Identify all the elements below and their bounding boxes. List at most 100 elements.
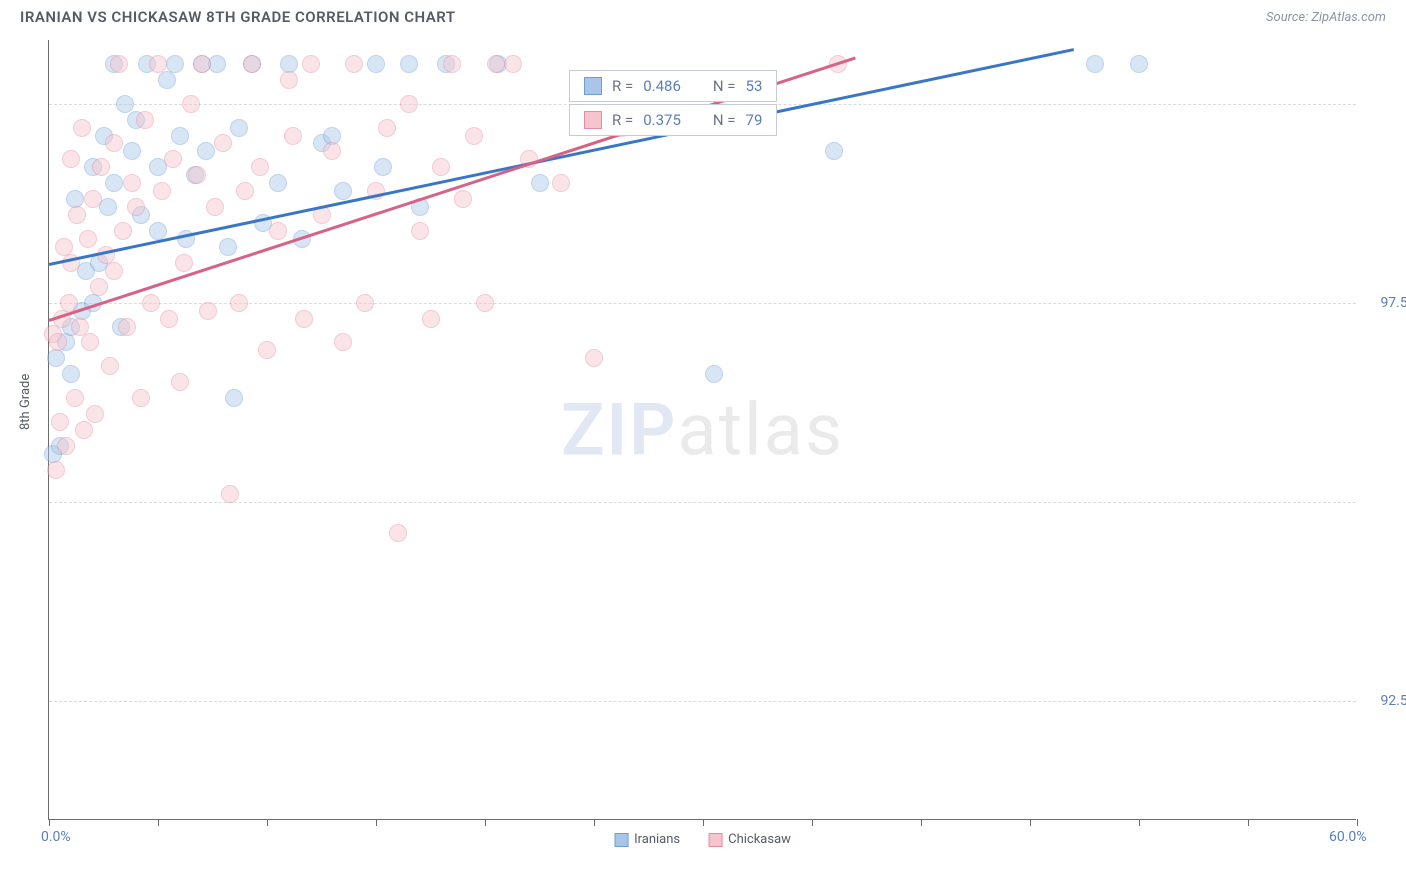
data-point (62, 150, 80, 168)
data-point (367, 55, 385, 73)
data-point (123, 174, 141, 192)
data-point (92, 158, 110, 176)
x-tick (594, 819, 595, 826)
data-point (411, 222, 429, 240)
data-point (504, 55, 522, 73)
data-point (60, 294, 78, 312)
data-point (214, 134, 232, 152)
data-point (443, 55, 461, 73)
stats-box: R =0.375N =79 (569, 104, 777, 136)
x-tick-label: 60.0% (1329, 829, 1367, 845)
data-point (236, 182, 254, 200)
n-label: N = (713, 77, 736, 95)
data-point (81, 333, 99, 351)
data-point (400, 55, 418, 73)
scatter-chart: ZIPatlas 92.5%97.5%0.0%60.0%R =0.486N =5… (48, 40, 1356, 820)
data-point (280, 71, 298, 89)
data-point (284, 127, 302, 145)
data-point (302, 55, 320, 73)
x-tick (703, 819, 704, 826)
legend: Iranians Chickasaw (614, 832, 791, 847)
data-point (68, 206, 86, 224)
chart-source: Source: ZipAtlas.com (1266, 10, 1386, 25)
data-point (585, 349, 603, 367)
data-point (127, 198, 145, 216)
data-point (86, 405, 104, 423)
data-point (79, 230, 97, 248)
data-point (149, 55, 167, 73)
data-point (258, 341, 276, 359)
data-point (116, 95, 134, 113)
gridline (49, 502, 1356, 503)
data-point (71, 318, 89, 336)
chart-title: IRANIAN VS CHICKASAW 8TH GRADE CORRELATI… (20, 8, 456, 26)
data-point (487, 55, 505, 73)
data-point (47, 349, 65, 367)
legend-swatch (614, 833, 628, 847)
data-point (171, 127, 189, 145)
data-point (323, 142, 341, 160)
data-point (105, 134, 123, 152)
data-point (552, 174, 570, 192)
data-point (334, 182, 352, 200)
data-point (230, 119, 248, 137)
data-point (400, 95, 418, 113)
data-point (73, 119, 91, 137)
x-tick (812, 819, 813, 826)
r-value: 0.486 (643, 77, 681, 95)
data-point (90, 278, 108, 296)
data-point (49, 333, 67, 351)
y-axis-title: 8th Grade (18, 374, 33, 430)
data-point (454, 190, 472, 208)
data-point (465, 127, 483, 145)
data-point (171, 373, 189, 391)
data-point (432, 158, 450, 176)
data-point (175, 254, 193, 272)
data-point (1130, 55, 1148, 73)
data-point (160, 310, 178, 328)
data-point (206, 198, 224, 216)
x-tick-label: 0.0% (41, 829, 71, 845)
data-point (149, 222, 167, 240)
data-point (476, 294, 494, 312)
data-point (345, 55, 363, 73)
legend-label: Chickasaw (728, 832, 791, 847)
data-point (132, 389, 150, 407)
x-tick (376, 819, 377, 826)
data-point (219, 238, 237, 256)
data-point (182, 95, 200, 113)
data-point (123, 142, 141, 160)
legend-label: Iranians (634, 832, 680, 847)
data-point (142, 294, 160, 312)
x-tick (1357, 819, 1358, 826)
r-label: R = (612, 77, 633, 95)
data-point (105, 262, 123, 280)
x-tick (1139, 819, 1140, 826)
data-point (188, 166, 206, 184)
data-point (825, 142, 843, 160)
legend-item: Chickasaw (708, 832, 791, 847)
x-tick (267, 819, 268, 826)
n-value: 79 (746, 111, 763, 129)
data-point (422, 310, 440, 328)
x-tick (485, 819, 486, 826)
series-swatch (584, 77, 602, 95)
r-label: R = (612, 111, 633, 129)
data-point (136, 111, 154, 129)
x-tick (1248, 819, 1249, 826)
data-point (197, 142, 215, 160)
series-swatch (584, 111, 602, 129)
data-point (230, 294, 248, 312)
r-value: 0.375 (643, 111, 681, 129)
data-point (295, 310, 313, 328)
data-point (356, 294, 374, 312)
data-point (193, 55, 211, 73)
y-tick-label: 97.5% (1380, 295, 1406, 311)
data-point (269, 222, 287, 240)
data-point (269, 174, 287, 192)
data-point (105, 174, 123, 192)
data-point (51, 413, 69, 431)
chart-header: IRANIAN VS CHICKASAW 8TH GRADE CORRELATI… (0, 0, 1406, 30)
data-point (221, 485, 239, 503)
y-tick-label: 92.5% (1380, 693, 1406, 709)
